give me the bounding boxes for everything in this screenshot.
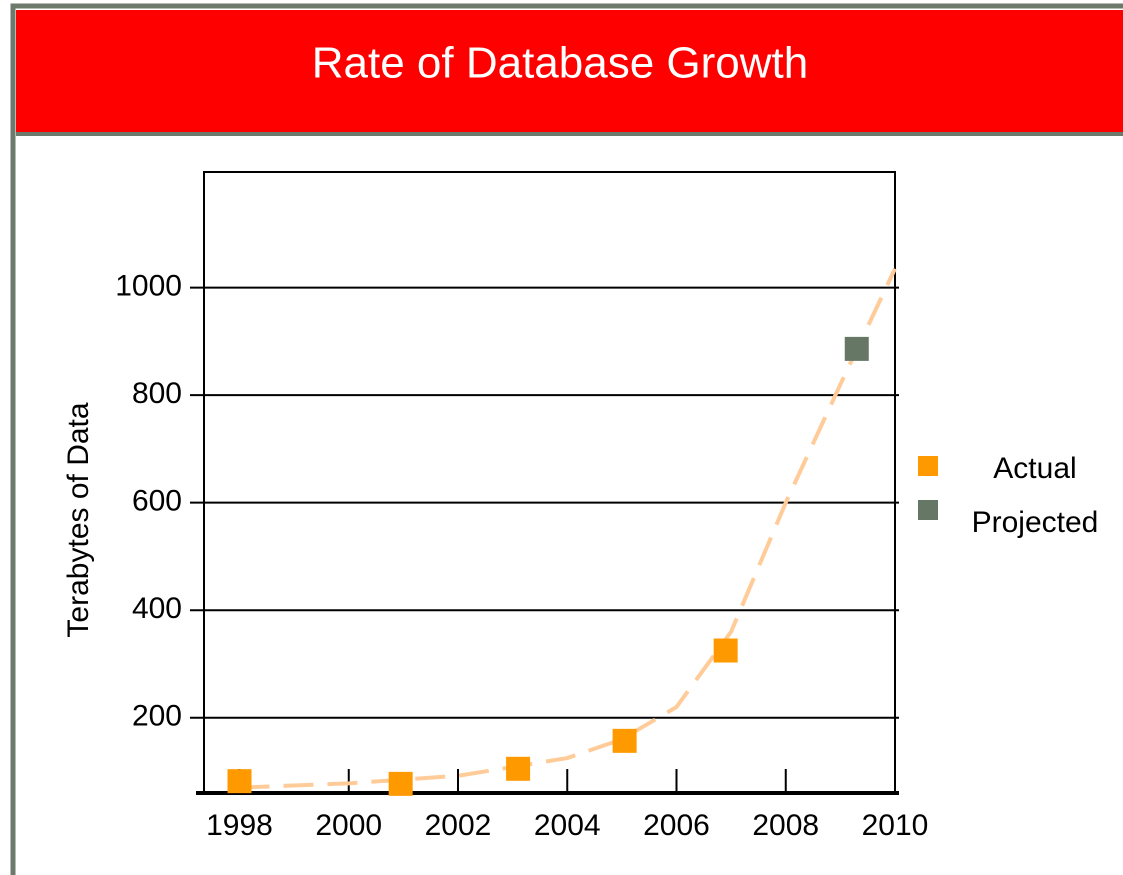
marker bbox=[713, 638, 738, 663]
x-tick-label: 1998 bbox=[206, 809, 273, 842]
legend-label: Projected bbox=[972, 506, 1099, 539]
legend-swatch bbox=[918, 500, 938, 520]
y-axis-label: Terabytes of Data bbox=[62, 402, 95, 637]
y-tick-label: 600 bbox=[132, 485, 182, 518]
marker bbox=[844, 336, 869, 361]
y-tick-label: 1000 bbox=[115, 270, 182, 303]
x-tick-label: 2008 bbox=[752, 809, 819, 842]
x-tick-label: 2002 bbox=[425, 809, 492, 842]
header-rule bbox=[16, 132, 1123, 136]
marker bbox=[506, 756, 531, 781]
x-tick-label: 2000 bbox=[315, 809, 382, 842]
x-tick-label: 2004 bbox=[534, 809, 601, 842]
legend-label: Actual bbox=[993, 452, 1076, 485]
x-tick-label: 2010 bbox=[862, 809, 929, 842]
x-tick-label: 2006 bbox=[643, 809, 710, 842]
slide-border bbox=[10, 3, 1123, 875]
marker bbox=[612, 728, 637, 753]
y-tick-label: 400 bbox=[132, 592, 182, 625]
marker bbox=[388, 771, 413, 796]
header-band bbox=[16, 10, 1123, 132]
marker bbox=[227, 769, 252, 794]
trend-line bbox=[239, 267, 897, 790]
chart-title: Rate of Database Growth bbox=[312, 39, 808, 88]
y-tick-label: 800 bbox=[132, 377, 182, 410]
legend-swatch bbox=[918, 456, 938, 476]
y-tick-label: 200 bbox=[132, 700, 182, 733]
